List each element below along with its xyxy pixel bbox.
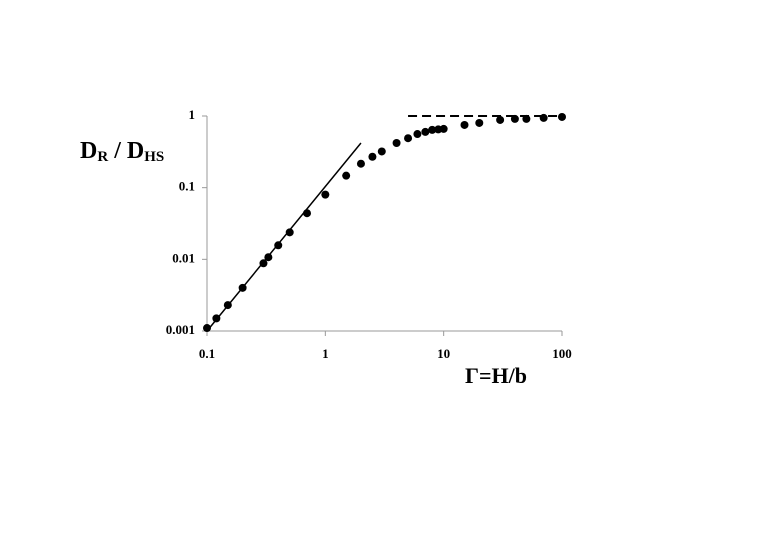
data-point <box>377 147 386 156</box>
data-point <box>223 301 232 310</box>
data-point <box>421 127 430 136</box>
reference-line <box>206 142 362 332</box>
data-point <box>238 283 247 292</box>
data-point <box>413 130 422 139</box>
data-point <box>303 209 312 218</box>
x-tick-label: 100 <box>552 346 572 361</box>
y-tick-label: 0.1 <box>179 179 195 194</box>
data-point <box>368 152 377 161</box>
x-tick-label: 10 <box>437 346 450 361</box>
data-point <box>285 228 294 237</box>
y-tick-label: 0.01 <box>172 250 195 265</box>
data-point <box>259 259 268 268</box>
data-point <box>475 118 484 127</box>
data-point <box>496 115 505 124</box>
y-axis-label-part: D <box>80 138 97 164</box>
y-tick-label: 1 <box>189 107 196 122</box>
data-point <box>321 190 330 199</box>
y-axis-label-subscript: HS <box>144 149 164 165</box>
data-point <box>539 113 548 122</box>
data-point <box>342 171 351 180</box>
data-point <box>264 253 273 262</box>
y-axis-label: DR / DHS <box>80 138 164 166</box>
data-point <box>558 112 566 121</box>
y-axis-label-part: / D <box>108 138 144 164</box>
x-tick-label: 0.1 <box>199 346 215 361</box>
data-point <box>203 324 211 333</box>
x-tick-label: 1 <box>322 346 329 361</box>
x-axis-label: Γ=H/b <box>465 363 527 388</box>
data-point <box>428 125 437 134</box>
data-point <box>460 120 469 129</box>
y-tick-label: 0.001 <box>166 322 195 337</box>
data-point <box>510 114 519 123</box>
data-point <box>392 139 401 148</box>
data-point <box>522 114 531 123</box>
data-point <box>274 241 283 250</box>
data-point <box>356 159 365 168</box>
y-axis-label-subscript: R <box>97 149 108 165</box>
data-point <box>404 134 413 143</box>
data-point <box>212 314 221 323</box>
data-point <box>439 124 448 133</box>
